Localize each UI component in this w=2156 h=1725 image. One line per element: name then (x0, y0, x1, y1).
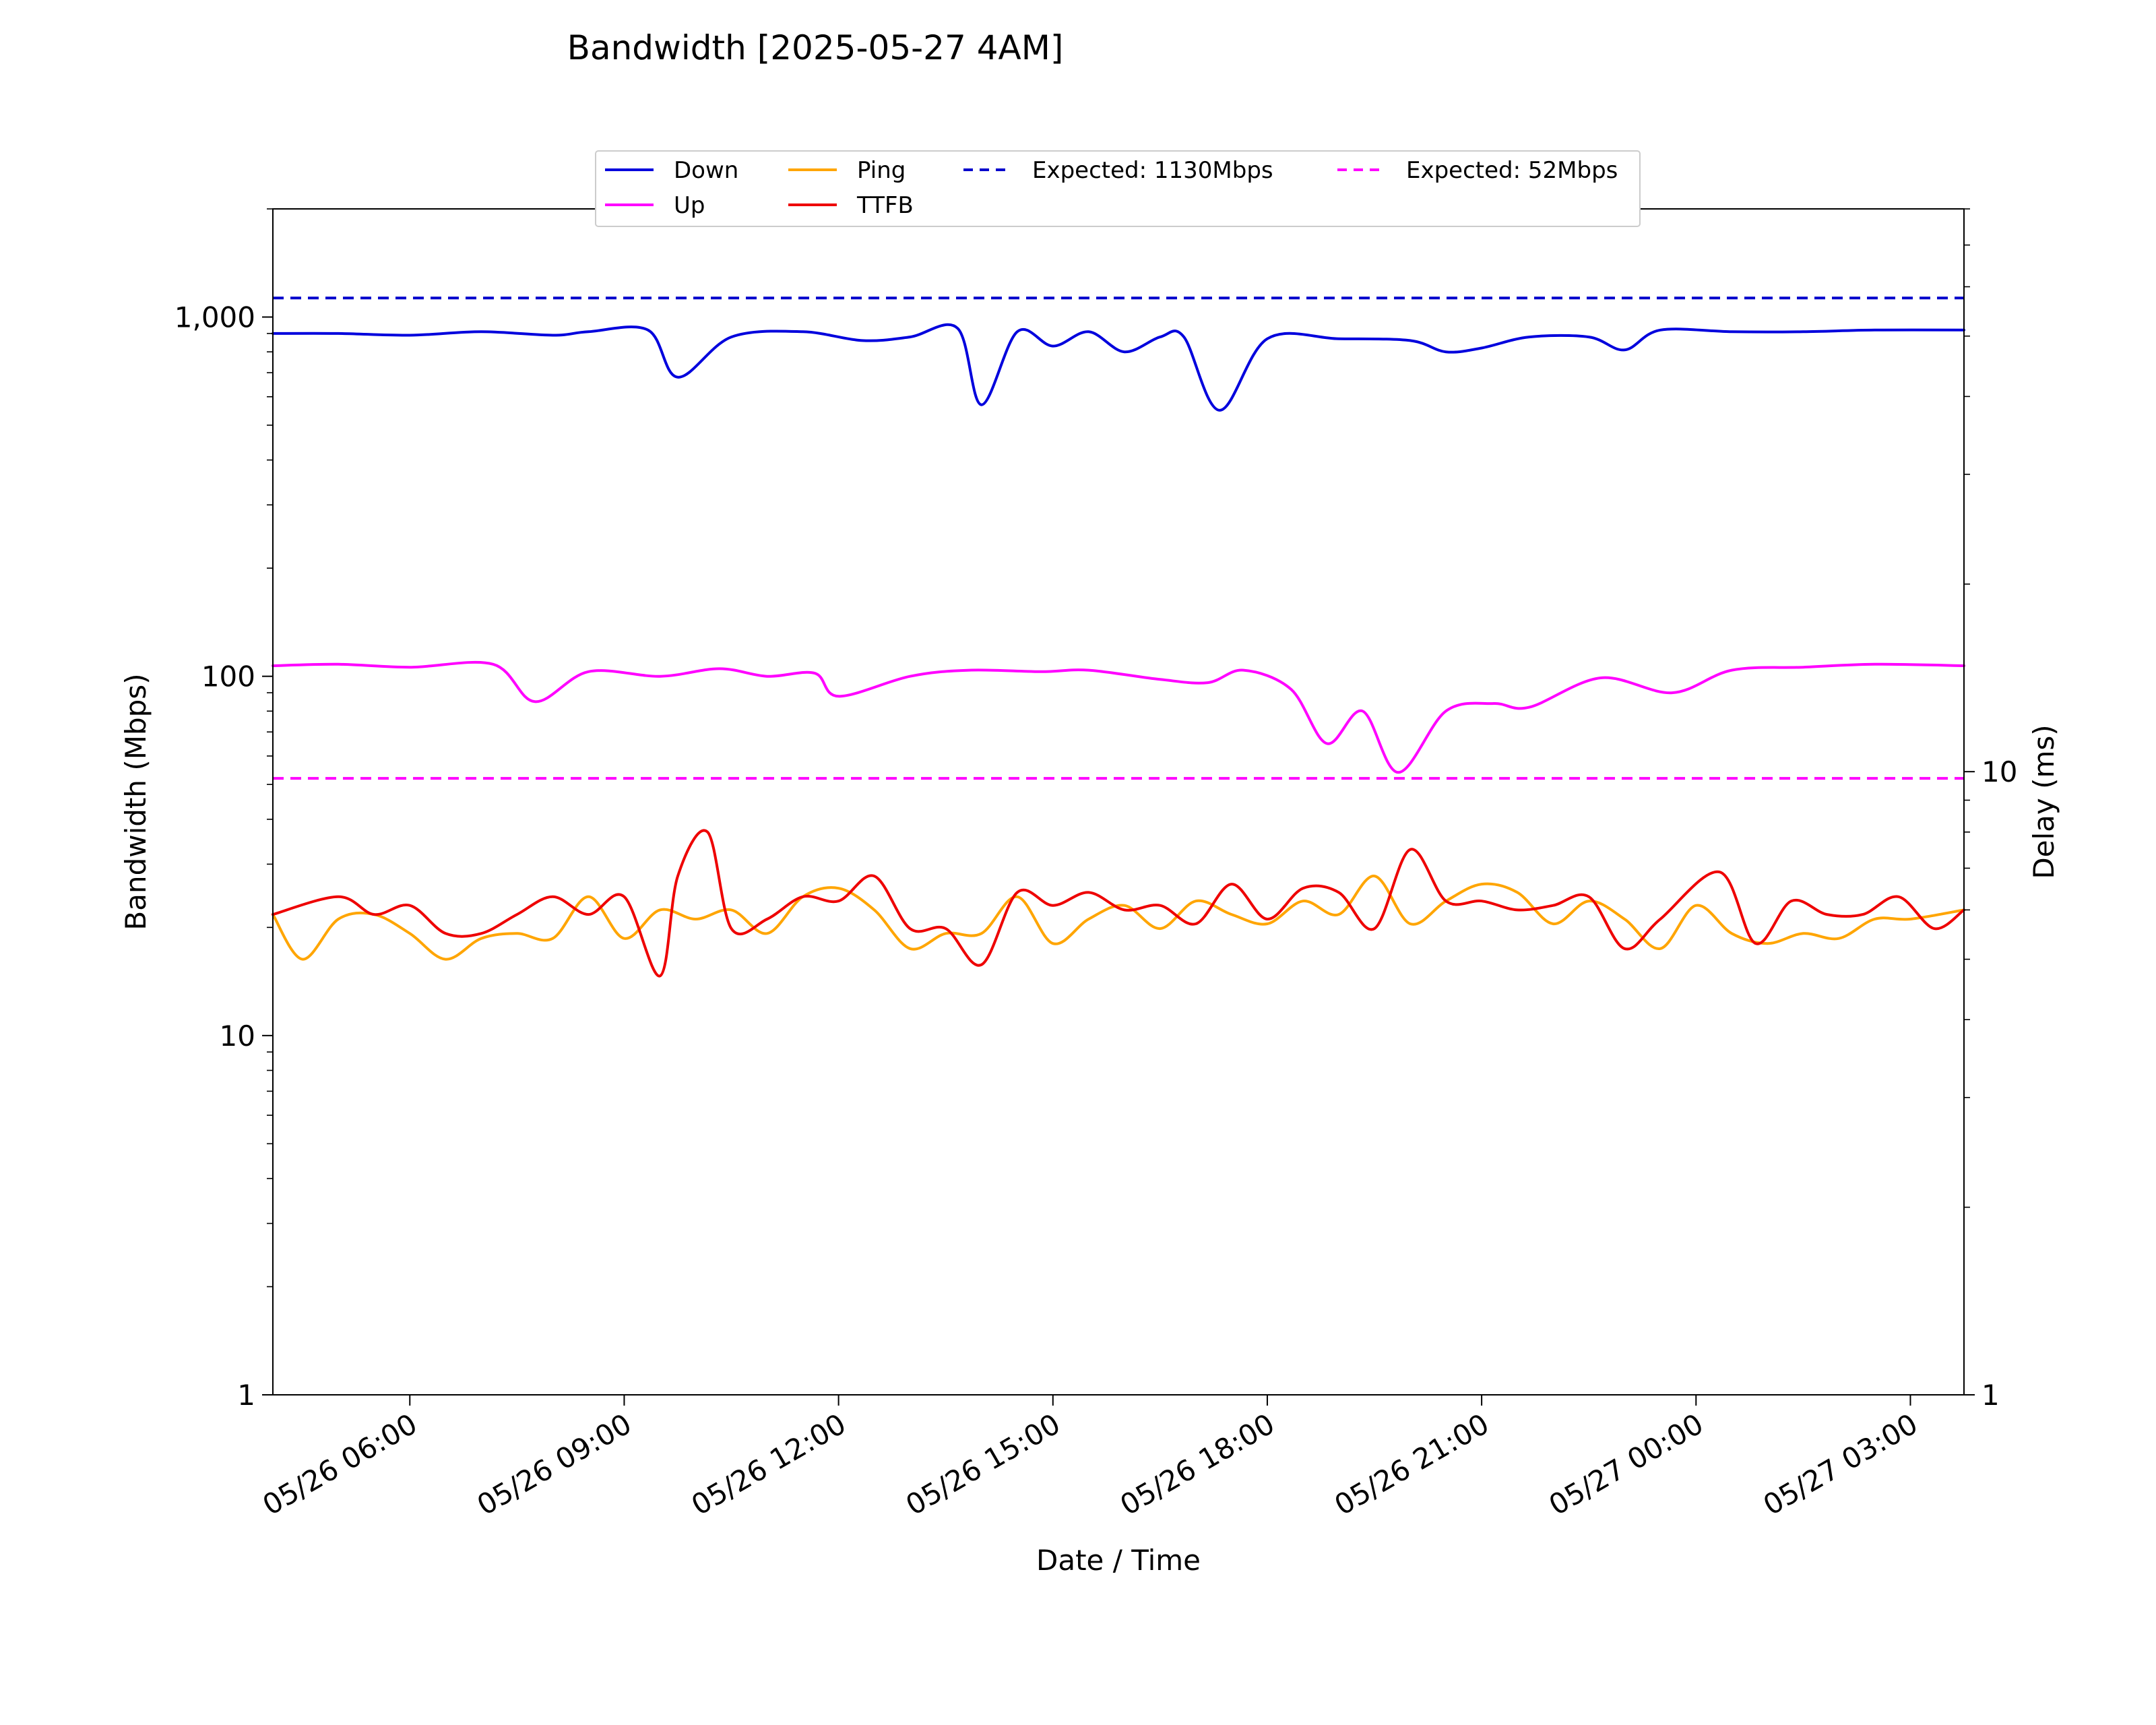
y-tick-label: 1,000 (175, 301, 255, 334)
y2-axis-title: Delay (ms) (2027, 724, 2060, 879)
y-tick-label: 10 (220, 1020, 255, 1053)
legend-label: TTFB (856, 192, 914, 219)
legend-label: Expected: 1130Mbps (1032, 157, 1273, 184)
legend-label: Up (674, 192, 705, 219)
legend-label: Down (674, 157, 738, 184)
series-line-up (272, 660, 1965, 774)
y-tick-label: 100 (201, 660, 255, 693)
plot-area (272, 296, 1965, 978)
x-axis-title: Date / Time (1036, 1544, 1201, 1577)
legend-label: Expected: 52Mbps (1406, 157, 1618, 184)
series-line-ttfb (272, 829, 1965, 978)
y-tick-label: 1 (237, 1379, 255, 1412)
y2-tick-label: 1 (1981, 1379, 2000, 1412)
y2-tick-label: 10 (1981, 755, 2017, 788)
legend-label: Ping (857, 157, 906, 184)
series-line-down (272, 323, 1965, 412)
y-axis-title: Bandwidth (Mbps) (119, 673, 152, 930)
legend: Down Up Ping TTFB Expected: 1130Mbps Expected… (595, 150, 1641, 227)
series-line-ping (272, 875, 1965, 961)
chart-title: Bandwidth [2025-05-27 4AM] (567, 28, 1064, 67)
